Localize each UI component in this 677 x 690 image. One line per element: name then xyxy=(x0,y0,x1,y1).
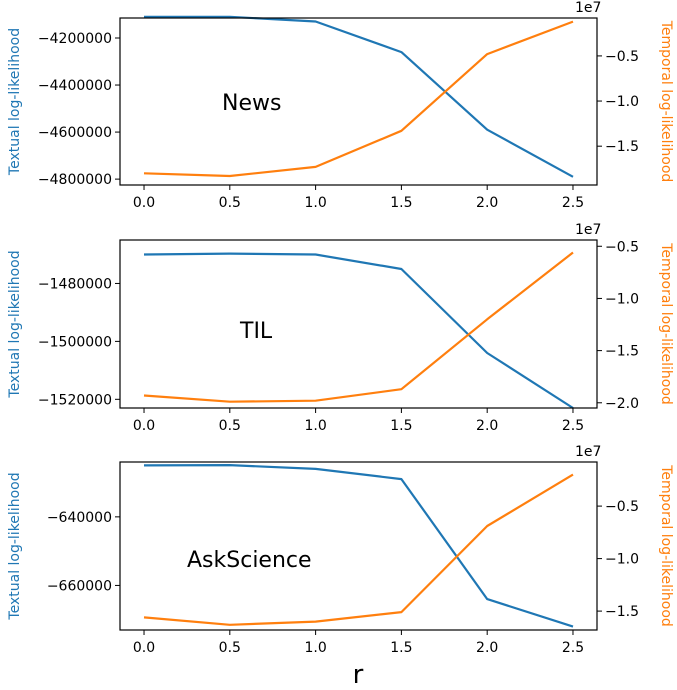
textual-series-line xyxy=(143,252,574,409)
x-tick-label: 1.5 xyxy=(390,195,412,211)
x-tick-label: 0.5 xyxy=(219,640,241,656)
plot-frame xyxy=(119,461,598,631)
x-tick-label: 2.5 xyxy=(562,418,584,434)
left-tick-label: −4600000 xyxy=(38,125,112,141)
left-tick-label: −640000 xyxy=(47,510,112,526)
left-axis-label: Textual log-likelihood xyxy=(7,28,23,176)
left-axis-label: Textual log-likelihood xyxy=(7,472,23,620)
x-tick-label: 0.0 xyxy=(133,195,155,211)
textual-series-line xyxy=(143,464,574,628)
panel-2: 0.0 0.5 1.0 1.5 2.0 2.5 −1520000 −1500000 −14800… xyxy=(7,222,674,434)
right-tick-label: −0.5 xyxy=(605,239,639,255)
x-tick-label: 0.5 xyxy=(219,418,241,434)
x-tick-label: 2.0 xyxy=(476,418,498,434)
left-axis-label: Textual log-likelihood xyxy=(7,250,23,398)
right-tick-label: −1.5 xyxy=(605,604,639,620)
x-tick-label: 0.0 xyxy=(133,640,155,656)
right-axis-label: Temporal log-likelihood xyxy=(658,242,674,405)
right-tick-label: −1.0 xyxy=(605,291,639,307)
left-tick-label: −4400000 xyxy=(38,78,112,94)
plot-frame xyxy=(119,239,598,409)
temporal-series-line xyxy=(143,473,574,626)
panel-1: 0.0 0.5 1.0 1.5 2.0 2.5 −4800000 −4600000 −44000… xyxy=(7,0,674,211)
x-tick-label: 1.5 xyxy=(390,418,412,434)
left-tick-label: −660000 xyxy=(47,578,112,594)
right-axis-exponent: 1e7 xyxy=(575,222,601,238)
left-tick-label: −4800000 xyxy=(38,172,112,188)
temporal-series-line xyxy=(143,251,574,403)
right-tick-label: −2.0 xyxy=(605,396,639,412)
subreddit-annotation: AskScience xyxy=(187,548,312,573)
panel-3: 0.0 0.5 1.0 1.5 2.0 2.5 −660000 −640000 −1.5 −1.0… xyxy=(7,444,674,656)
x-tick-label: 2.0 xyxy=(476,640,498,656)
right-tick-label: −1.5 xyxy=(605,344,639,360)
plot-frame xyxy=(119,17,598,186)
right-tick-label: −0.5 xyxy=(605,499,639,515)
x-tick-label: 1.5 xyxy=(390,640,412,656)
subreddit-annotation: TIL xyxy=(239,319,273,344)
x-tick-label: 1.0 xyxy=(304,640,326,656)
right-tick-label: −0.5 xyxy=(605,49,639,65)
subreddit-annotation: News xyxy=(222,91,281,116)
right-axis-exponent: 1e7 xyxy=(575,444,601,460)
x-tick-label: 2.0 xyxy=(476,195,498,211)
x-tick-label: 2.5 xyxy=(562,640,584,656)
x-axis-label: r xyxy=(353,660,364,690)
right-tick-label: −1.5 xyxy=(605,139,639,155)
temporal-series-line xyxy=(143,20,574,178)
right-axis-label: Temporal log-likelihood xyxy=(658,464,674,627)
x-tick-label: 0.5 xyxy=(219,195,241,211)
left-tick-label: −1520000 xyxy=(38,392,112,408)
x-tick-label: 1.0 xyxy=(304,418,326,434)
left-tick-label: −1500000 xyxy=(38,334,112,350)
textual-series-line xyxy=(144,15,574,178)
left-tick-label: −4200000 xyxy=(38,31,112,47)
x-tick-label: 1.0 xyxy=(304,195,326,211)
right-axis-exponent: 1e7 xyxy=(575,0,601,16)
left-tick-label: −1480000 xyxy=(38,276,112,292)
x-tick-label: 2.5 xyxy=(562,195,584,211)
right-axis-label: Temporal log-likelihood xyxy=(658,20,674,183)
right-tick-label: −1.0 xyxy=(605,94,639,110)
x-tick-label: 0.0 xyxy=(133,418,155,434)
right-tick-label: −1.0 xyxy=(605,552,639,568)
